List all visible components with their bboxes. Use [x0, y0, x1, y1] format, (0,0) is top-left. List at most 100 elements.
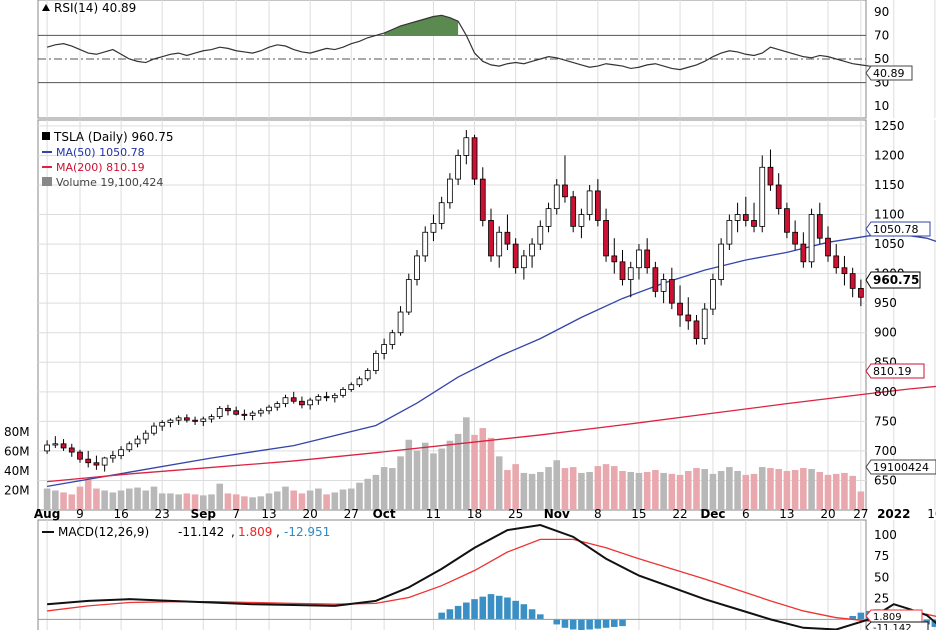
- candle-body: [784, 208, 790, 233]
- volume-bar: [553, 460, 561, 510]
- macd-value-tag: -11.142: [865, 621, 929, 634]
- volume-bar: [93, 488, 100, 510]
- candle-body: [636, 249, 642, 269]
- volume-bar: [643, 471, 651, 510]
- volume-bar: [561, 468, 569, 510]
- volume-bar: [709, 473, 717, 510]
- price-tick-label: 1150: [874, 178, 905, 192]
- svg-text:,: ,: [276, 525, 280, 539]
- price-tick-label: 1250: [874, 119, 905, 133]
- candle-body: [142, 432, 149, 440]
- ma50-last-label: 1050.78: [873, 223, 919, 236]
- rsi-current-tag: 40.89: [865, 65, 913, 81]
- candle-body: [816, 214, 823, 239]
- macd-hist-bar: [463, 602, 470, 620]
- x-tick-label: Dec: [700, 507, 725, 521]
- x-tick-label: 27: [344, 507, 359, 521]
- volume-bar: [405, 439, 413, 510]
- volume-bar: [290, 490, 297, 510]
- macd-tick-label: 100: [874, 528, 897, 542]
- candle-body: [208, 416, 215, 420]
- candle-body: [767, 166, 774, 186]
- volume-bar: [430, 453, 437, 510]
- macd-hist-bar: [594, 619, 602, 629]
- candle-body: [68, 447, 75, 453]
- volume-bar: [767, 468, 774, 510]
- volume-bar: [68, 494, 76, 510]
- candle-body: [660, 279, 667, 292]
- macd-line: [47, 524, 936, 631]
- x-tick-label: 11: [426, 507, 441, 521]
- volume-bar: [372, 474, 380, 510]
- candle-body: [718, 243, 725, 280]
- volume-bar: [273, 491, 281, 510]
- macd-signal-tag-label: 1.809: [873, 612, 902, 623]
- volume-bar: [602, 464, 610, 510]
- candle-body: [331, 394, 338, 399]
- volume-bar: [800, 468, 807, 510]
- macd-hist-bar: [586, 619, 593, 630]
- macd-hist-bar: [553, 619, 561, 625]
- macd-legend: MACD(12,26,9) -11.142 , 1.809 , -12.951: [42, 525, 330, 539]
- volume-bar: [611, 466, 618, 510]
- volume-bar: [684, 470, 692, 510]
- rsi-overbought-fill: [384, 15, 459, 36]
- x-tick-label: 13: [261, 507, 276, 521]
- volume-bar: [586, 471, 593, 510]
- volume-bar: [200, 495, 207, 510]
- candle-body: [759, 166, 766, 227]
- volume-bar: [569, 467, 577, 510]
- volume-bar: [76, 486, 84, 510]
- candle-body: [183, 417, 190, 421]
- candle-body: [356, 378, 363, 386]
- last-price-label: 960.75: [873, 273, 919, 287]
- macd-tick-label: 75: [874, 549, 889, 563]
- macd-hist-bar: [528, 609, 536, 620]
- legend-volume: Volume 19,100,424: [56, 176, 163, 189]
- macd-hist-bar: [454, 605, 462, 620]
- candle-body: [315, 396, 322, 401]
- x-tick-label: Sep: [191, 507, 217, 521]
- volume-bar: [791, 470, 799, 510]
- candle-body: [496, 231, 503, 257]
- candle-body: [299, 400, 305, 406]
- volume-bar: [742, 474, 750, 510]
- candle-body: [644, 249, 651, 269]
- rsi-tick-label: 10: [874, 99, 889, 113]
- volume-bar: [117, 490, 125, 510]
- candle-body: [44, 444, 50, 452]
- volume-bar: [158, 493, 166, 510]
- volume-bar: [389, 468, 396, 510]
- candle-body: [241, 413, 248, 416]
- volume-bar: [265, 493, 273, 510]
- candle-body: [570, 196, 577, 227]
- candle-body: [405, 279, 412, 313]
- x-tick-label: Nov: [544, 507, 570, 521]
- volume-legend-icon: [42, 177, 52, 186]
- candle-body: [710, 279, 716, 310]
- volume-bar: [512, 464, 519, 510]
- volume-bar: [257, 496, 265, 510]
- price-tick-label: 700: [874, 444, 897, 458]
- macd-tick-label: 50: [874, 570, 889, 584]
- volume-bar: [339, 489, 347, 510]
- x-tick-label: 13: [779, 507, 794, 521]
- volume-bar: [167, 493, 174, 510]
- candle-body: [693, 320, 700, 340]
- price-tick-label: 900: [874, 326, 897, 340]
- macd-hist-bar: [849, 616, 856, 620]
- volume-bar: [241, 496, 248, 510]
- volume-bar: [824, 474, 832, 510]
- last-price-tag: 960.75: [865, 271, 921, 289]
- volume-bar: [126, 488, 133, 510]
- macd-hist-bar: [495, 595, 503, 620]
- rsi-tick-label: 50: [874, 52, 889, 66]
- candle-body: [93, 462, 100, 466]
- candle-body: [841, 267, 848, 275]
- macd-hist-bar: [857, 612, 865, 620]
- volume-bar: [479, 428, 487, 510]
- candle-body: [364, 370, 371, 380]
- macd-value-tag-label: -11.142: [873, 623, 912, 630]
- volume-bar: [331, 492, 339, 510]
- x-tick-label: 15: [631, 507, 646, 521]
